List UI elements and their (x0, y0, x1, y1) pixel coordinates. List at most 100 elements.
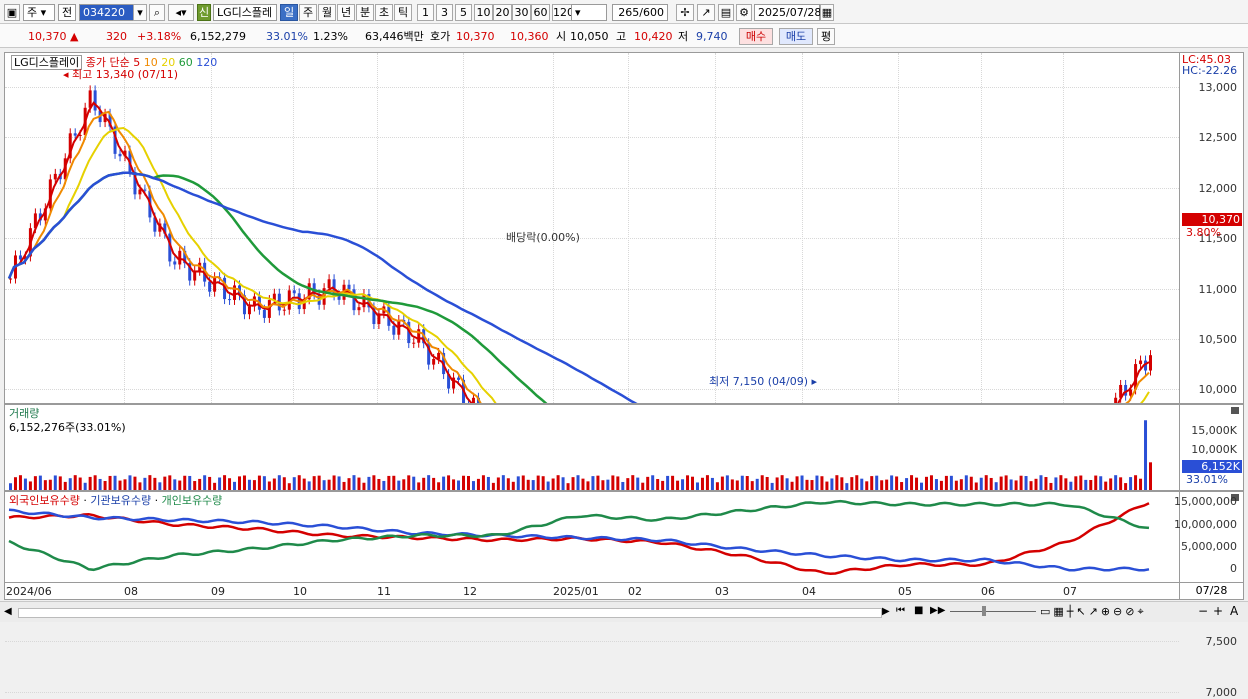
price-candle (213, 277, 217, 292)
drawing-tools[interactable]: ▭▦┼↖↗⊕⊖⊘⌖ (1040, 605, 1147, 618)
volume-chart-svg (9, 420, 1152, 490)
interval-10[interactable]: 10 (474, 4, 493, 21)
timeframe-3[interactable]: 년 (337, 4, 355, 21)
volume-bar (581, 478, 585, 490)
volume-bar (750, 481, 754, 490)
chevron-down-icon[interactable]: ▾ (133, 4, 147, 21)
scroll-left-icon[interactable]: ◀ (4, 606, 12, 617)
date-field[interactable]: 2025/07/28 (754, 4, 821, 21)
volume-bar (377, 478, 381, 490)
timeframe-6[interactable]: 틱 (394, 4, 412, 21)
volume-bar (795, 476, 799, 490)
rewind-icon[interactable]: ⏮ (896, 605, 905, 616)
volume-bar (432, 477, 436, 490)
price-candle (392, 325, 396, 335)
volume-bar (1039, 475, 1043, 490)
volume-bar (1074, 476, 1078, 490)
volume-bar (959, 479, 963, 490)
scroll-track[interactable] (18, 608, 882, 618)
volume-bar (1089, 479, 1093, 490)
price-tick: 12,000 (1198, 181, 1238, 195)
gear-icon[interactable]: ⚙ (736, 4, 752, 21)
interval-20[interactable]: 20 (493, 4, 512, 21)
volume-bar (989, 477, 993, 490)
volume-bar (123, 479, 127, 490)
interval-5[interactable]: 5 (455, 4, 472, 21)
volume-bar (760, 475, 764, 490)
volume-bar (1079, 475, 1083, 490)
timeframe-4[interactable]: 분 (356, 4, 374, 21)
interval-60[interactable]: 60 (531, 4, 550, 21)
volume-bar (571, 477, 575, 490)
volume-axis: 15,000K 10,000K 6,152K 33.01% (1180, 404, 1244, 491)
avg-button[interactable]: 평 (817, 28, 835, 45)
timeframe-1[interactable]: 주 (299, 4, 317, 21)
zoom-out-icon[interactable]: − (1198, 604, 1209, 618)
price-tick: 7,000 (1205, 685, 1238, 699)
market-select[interactable]: 전 (58, 4, 76, 21)
sell-button[interactable]: 매도 (779, 28, 813, 45)
volume-bar (496, 477, 500, 490)
volume-bar (964, 475, 968, 490)
price-candle (38, 213, 42, 221)
volume-bar (810, 480, 814, 490)
volume-bar (173, 479, 177, 490)
holding-line (8, 508, 1150, 572)
volume-bar (790, 481, 794, 490)
volume-bar (710, 477, 714, 490)
volume-panel[interactable]: 거래량 6,152,276주(33.01%) (4, 404, 1180, 491)
volume-bar (735, 480, 739, 490)
timeframe-0[interactable]: 일 (280, 4, 298, 21)
price-tick: 10,000 (1198, 383, 1238, 397)
calendar-icon[interactable]: ▦ (820, 4, 834, 21)
timeframe-2[interactable]: 월 (318, 4, 336, 21)
zoom-in-icon[interactable]: + (1213, 604, 1224, 618)
legend-main: 종가 단순 (85, 56, 130, 69)
crosshair-icon[interactable]: ✢ (676, 4, 694, 21)
play-icon[interactable]: ▶▶ (930, 605, 946, 616)
period-select[interactable]: 주 ▾ (23, 4, 55, 21)
price-candle (173, 261, 177, 265)
price-panel[interactable]: LG디스플레이 종가 단순 5 10 20 60 120 ◂ 최고 13,340… (4, 52, 1180, 693)
ask-label: 호가 (430, 30, 451, 43)
save-icon[interactable]: ▤ (718, 4, 734, 21)
volume-bar (218, 477, 222, 490)
zoom-slider[interactable] (950, 611, 1036, 612)
stock-name-field[interactable]: LG디스플레 (213, 4, 277, 21)
draw-icon[interactable]: ↗ (697, 4, 715, 21)
font-size-icon[interactable]: A (1230, 604, 1239, 618)
holding-panel[interactable]: 외국인보유수량 · 기관보유수량 · 개인보유수량 (4, 491, 1180, 583)
code-input[interactable]: 034220 (79, 4, 137, 21)
hold-tick-10m: 10,000,000 (1174, 518, 1237, 531)
stop-icon[interactable]: ■ (914, 605, 924, 616)
zoom-handle[interactable] (982, 606, 986, 616)
interval-3[interactable]: 3 (436, 4, 453, 21)
volume-bar (193, 481, 197, 490)
volume-bar (1134, 475, 1138, 490)
buy-button[interactable]: 매수 (739, 28, 773, 45)
x-tick: 10 (293, 585, 307, 598)
search-icon[interactable]: ⌕ (149, 4, 165, 21)
interval-custom[interactable]: ▾ (571, 4, 607, 21)
price-tick: 11,500 (1198, 232, 1238, 246)
high-label: 고 (616, 30, 627, 43)
volume-bar (223, 475, 227, 490)
layout-icon[interactable]: ▣ (4, 4, 20, 21)
interval-1[interactable]: 1 (417, 4, 434, 21)
count-field[interactable]: 265/600 (612, 4, 668, 21)
scroll-right-icon[interactable]: ▶ (882, 606, 890, 617)
x-tick: 05 (898, 585, 912, 598)
close-icon[interactable] (1231, 407, 1239, 414)
interval-30[interactable]: 30 (512, 4, 531, 21)
volume-bar (1064, 478, 1068, 490)
close-icon[interactable] (1231, 494, 1239, 501)
volume-bar (462, 475, 466, 490)
volume-bar (48, 479, 52, 490)
interval-120[interactable]: 120 (552, 4, 574, 21)
volume-bar (257, 475, 261, 490)
timeframe-5[interactable]: 초 (375, 4, 393, 21)
volume-bar (158, 482, 162, 490)
volume-bar (820, 476, 824, 490)
speaker-icon[interactable]: ◂▾ (168, 4, 194, 21)
volume-bar (233, 481, 237, 490)
